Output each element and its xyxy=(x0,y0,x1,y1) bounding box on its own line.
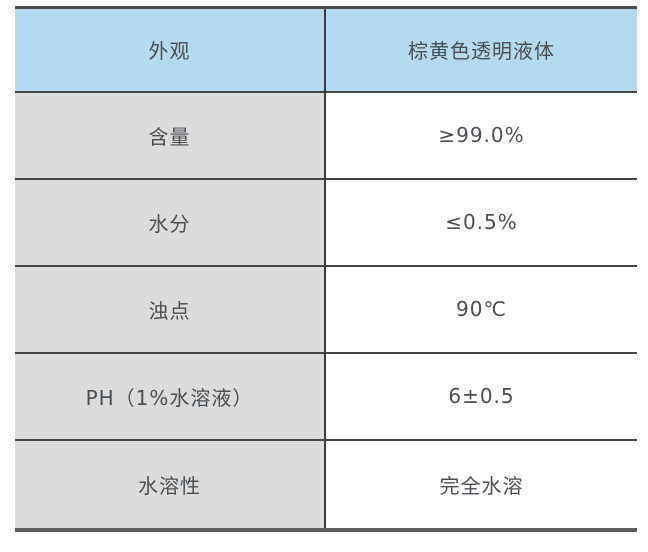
spec-label-cell: 含量 xyxy=(15,91,326,179)
spec-value-cell: 棕黄色透明液体 xyxy=(325,7,637,92)
spec-label-cell: 外观 xyxy=(15,7,326,92)
table-row: 水分 ≤0.5% xyxy=(15,178,637,266)
spec-table: 外观 棕黄色透明液体 含量 ≥99.0% 水分 ≤0.5% 浊点 90℃ PH（1%水溶液） 6±… xyxy=(15,6,637,532)
table-row: PH（1%水溶液） 6±0.5 xyxy=(15,352,637,440)
spec-label-cell: 水溶性 xyxy=(15,439,326,530)
spec-value-cell: 6±0.5 xyxy=(325,352,637,440)
spec-value-cell: ≤0.5% xyxy=(325,178,637,266)
spec-label-cell: 水分 xyxy=(15,178,326,266)
table-row: 含量 ≥99.0% xyxy=(15,91,637,179)
table-row: 浊点 90℃ xyxy=(15,265,637,353)
spec-value-cell: ≥99.0% xyxy=(325,91,637,179)
spec-value-cell: 90℃ xyxy=(325,265,637,353)
spec-table-body: 外观 棕黄色透明液体 含量 ≥99.0% 水分 ≤0.5% 浊点 90℃ PH（1%水溶液） 6±… xyxy=(15,7,637,530)
spec-label-cell: 浊点 xyxy=(15,265,326,353)
table-header-row: 外观 棕黄色透明液体 xyxy=(15,7,637,92)
table-row: 水溶性 完全水溶 xyxy=(15,439,637,530)
spec-value-cell: 完全水溶 xyxy=(325,439,637,530)
spec-label-cell: PH（1%水溶液） xyxy=(15,352,326,440)
